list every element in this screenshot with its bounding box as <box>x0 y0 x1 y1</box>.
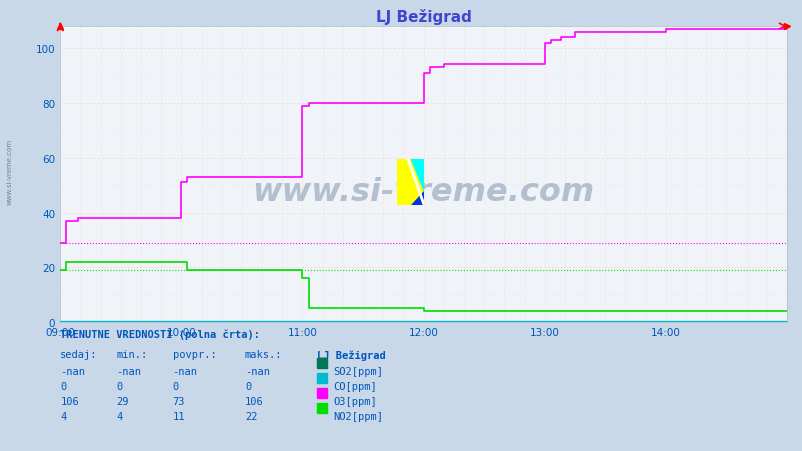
Text: 106: 106 <box>60 396 79 406</box>
Text: 0: 0 <box>245 381 251 391</box>
Text: -nan: -nan <box>172 366 197 376</box>
Text: -nan: -nan <box>116 366 141 376</box>
Text: 4: 4 <box>60 411 67 421</box>
Text: maks.:: maks.: <box>245 350 282 359</box>
Text: www.si-vreme.com: www.si-vreme.com <box>252 177 594 208</box>
Text: min.:: min.: <box>116 350 148 359</box>
Text: LJ Bežigrad: LJ Bežigrad <box>317 350 386 360</box>
Text: sedaj:: sedaj: <box>60 350 98 359</box>
Text: povpr.:: povpr.: <box>172 350 216 359</box>
Text: 0: 0 <box>172 381 179 391</box>
Text: 73: 73 <box>172 396 185 406</box>
Title: LJ Bežigrad: LJ Bežigrad <box>375 9 471 24</box>
Text: O3[ppm]: O3[ppm] <box>333 396 376 406</box>
Text: NO2[ppm]: NO2[ppm] <box>333 411 383 421</box>
Polygon shape <box>397 160 423 205</box>
Text: 11: 11 <box>172 411 185 421</box>
Text: www.si-vreme.com: www.si-vreme.com <box>6 138 13 204</box>
Text: 106: 106 <box>245 396 263 406</box>
Text: 4: 4 <box>116 411 123 421</box>
Text: 0: 0 <box>116 381 123 391</box>
Text: -nan: -nan <box>60 366 85 376</box>
Text: CO[ppm]: CO[ppm] <box>333 381 376 391</box>
Text: 0: 0 <box>60 381 67 391</box>
Polygon shape <box>411 160 423 192</box>
Polygon shape <box>411 192 423 205</box>
Text: 22: 22 <box>245 411 257 421</box>
Text: 29: 29 <box>116 396 129 406</box>
Text: -nan: -nan <box>245 366 269 376</box>
Text: TRENUTNE VREDNOSTI (polna črta):: TRENUTNE VREDNOSTI (polna črta): <box>60 328 260 339</box>
Text: SO2[ppm]: SO2[ppm] <box>333 366 383 376</box>
